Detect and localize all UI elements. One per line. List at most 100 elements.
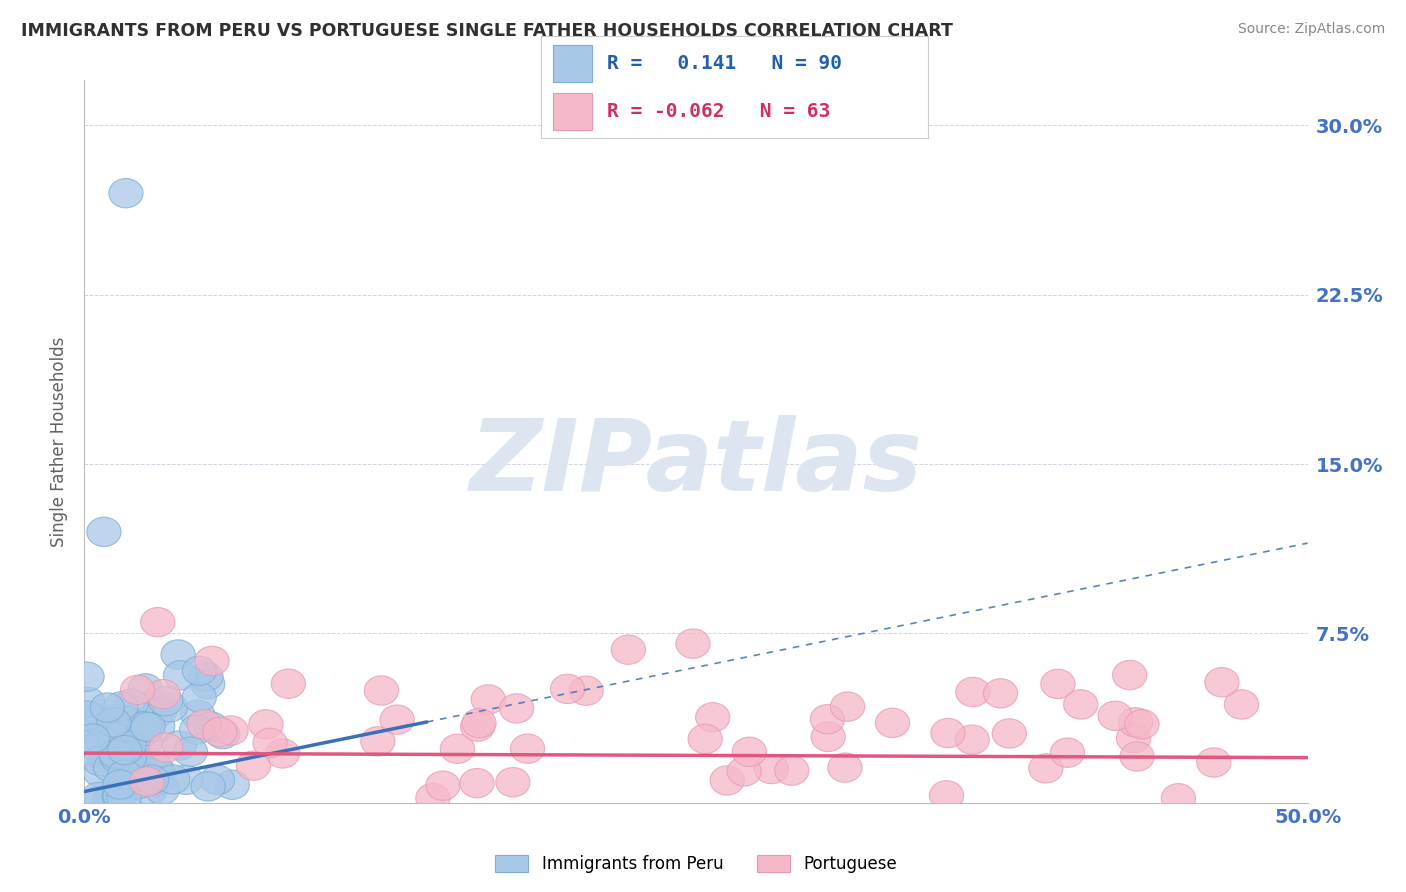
Ellipse shape	[955, 725, 990, 755]
Ellipse shape	[194, 712, 228, 741]
Ellipse shape	[105, 715, 139, 745]
Ellipse shape	[98, 743, 134, 772]
Ellipse shape	[929, 780, 963, 810]
Ellipse shape	[122, 750, 157, 780]
Ellipse shape	[96, 705, 129, 734]
Ellipse shape	[1121, 742, 1154, 772]
Ellipse shape	[710, 765, 744, 795]
Ellipse shape	[98, 781, 132, 811]
Ellipse shape	[510, 734, 544, 764]
Text: IMMIGRANTS FROM PERU VS PORTUGUESE SINGLE FATHER HOUSEHOLDS CORRELATION CHART: IMMIGRANTS FROM PERU VS PORTUGUESE SINGL…	[21, 22, 953, 40]
Ellipse shape	[121, 755, 156, 784]
Ellipse shape	[202, 717, 238, 747]
Ellipse shape	[461, 712, 495, 741]
Ellipse shape	[201, 765, 235, 795]
Ellipse shape	[931, 718, 965, 747]
Ellipse shape	[1063, 690, 1098, 719]
Ellipse shape	[91, 747, 125, 777]
Ellipse shape	[876, 708, 910, 738]
Ellipse shape	[183, 682, 217, 712]
Ellipse shape	[108, 720, 142, 749]
Ellipse shape	[82, 708, 117, 738]
Ellipse shape	[253, 728, 287, 757]
Ellipse shape	[205, 720, 240, 749]
Ellipse shape	[754, 755, 789, 784]
Ellipse shape	[129, 767, 165, 797]
Ellipse shape	[149, 733, 183, 763]
Ellipse shape	[461, 708, 496, 738]
Ellipse shape	[1205, 667, 1239, 697]
Ellipse shape	[134, 704, 169, 733]
Ellipse shape	[993, 719, 1026, 748]
Ellipse shape	[138, 753, 173, 782]
Ellipse shape	[416, 783, 450, 813]
Ellipse shape	[110, 706, 143, 735]
Ellipse shape	[1119, 707, 1153, 737]
Ellipse shape	[145, 775, 179, 805]
Ellipse shape	[146, 680, 180, 709]
Ellipse shape	[138, 767, 173, 797]
Ellipse shape	[103, 782, 136, 812]
Ellipse shape	[134, 775, 167, 805]
Ellipse shape	[440, 734, 475, 764]
Ellipse shape	[169, 765, 202, 795]
Ellipse shape	[77, 703, 111, 732]
Ellipse shape	[271, 669, 305, 698]
Ellipse shape	[499, 694, 534, 723]
Bar	[553, 93, 592, 130]
Ellipse shape	[70, 662, 104, 691]
Ellipse shape	[117, 735, 150, 764]
Ellipse shape	[128, 712, 162, 741]
Ellipse shape	[1116, 723, 1150, 753]
Ellipse shape	[83, 786, 117, 815]
Ellipse shape	[108, 751, 143, 780]
Ellipse shape	[188, 662, 224, 691]
Bar	[553, 45, 592, 82]
Ellipse shape	[96, 734, 129, 764]
Ellipse shape	[70, 688, 105, 716]
Ellipse shape	[187, 709, 221, 739]
Ellipse shape	[733, 737, 766, 766]
Ellipse shape	[87, 517, 121, 547]
Ellipse shape	[688, 724, 723, 754]
Ellipse shape	[727, 756, 762, 786]
Ellipse shape	[249, 710, 283, 739]
Ellipse shape	[112, 743, 146, 772]
Ellipse shape	[107, 735, 142, 764]
Ellipse shape	[460, 768, 494, 797]
Ellipse shape	[361, 727, 395, 756]
Ellipse shape	[83, 758, 118, 788]
Ellipse shape	[127, 716, 160, 746]
Ellipse shape	[676, 629, 710, 658]
Ellipse shape	[121, 770, 155, 799]
Ellipse shape	[1029, 754, 1063, 783]
Ellipse shape	[108, 760, 142, 789]
Ellipse shape	[100, 743, 134, 772]
Ellipse shape	[86, 725, 120, 755]
Ellipse shape	[70, 701, 104, 731]
Ellipse shape	[142, 697, 177, 726]
Ellipse shape	[83, 747, 117, 776]
Ellipse shape	[110, 753, 145, 782]
Ellipse shape	[93, 786, 128, 815]
Ellipse shape	[811, 723, 845, 752]
Ellipse shape	[163, 661, 198, 690]
Ellipse shape	[236, 751, 270, 780]
Ellipse shape	[76, 724, 110, 753]
Ellipse shape	[180, 715, 214, 744]
Ellipse shape	[139, 766, 174, 796]
Ellipse shape	[141, 607, 174, 637]
Ellipse shape	[810, 705, 845, 734]
Ellipse shape	[97, 708, 131, 738]
Ellipse shape	[266, 739, 299, 768]
Ellipse shape	[128, 728, 162, 757]
Ellipse shape	[162, 731, 197, 760]
Ellipse shape	[103, 777, 136, 806]
Ellipse shape	[426, 771, 460, 800]
Ellipse shape	[160, 640, 195, 669]
Ellipse shape	[1098, 701, 1132, 731]
Text: Source: ZipAtlas.com: Source: ZipAtlas.com	[1237, 22, 1385, 37]
Ellipse shape	[104, 716, 139, 746]
Ellipse shape	[1125, 710, 1159, 739]
Ellipse shape	[696, 703, 730, 732]
